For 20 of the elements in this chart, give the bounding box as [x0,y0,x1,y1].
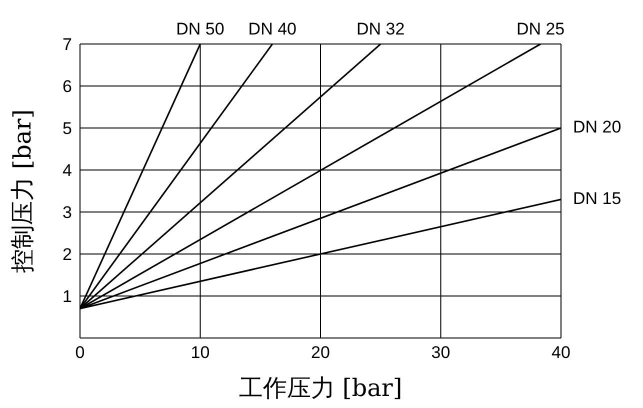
series-label: DN 20 [573,117,622,136]
y-tick-label: 6 [62,77,72,96]
series-label: DN 25 [516,19,565,38]
y-tick-label: 3 [62,203,72,222]
y-tick-label: 1 [62,287,72,306]
y-tick-label: 7 [62,35,72,54]
y-tick-label: 5 [62,119,72,138]
series-label: DN 15 [573,188,622,208]
series-label: DN 32 [356,19,405,38]
series-label: DN 50 [176,19,224,38]
x-tick-label: 0 [75,343,85,362]
y-axis-title: 控制压力 [bar] [8,109,37,273]
x-tick-label: 20 [311,343,330,362]
x-tick-label: 40 [552,343,570,362]
y-tick-label: 2 [62,245,72,264]
x-tick-label: 10 [190,343,210,362]
y-tick-label: 4 [62,161,72,180]
x-tick-label: 30 [431,343,450,362]
series-label: DN 40 [248,19,296,38]
x-axis-title: 工作压力 [bar] [238,374,402,402]
